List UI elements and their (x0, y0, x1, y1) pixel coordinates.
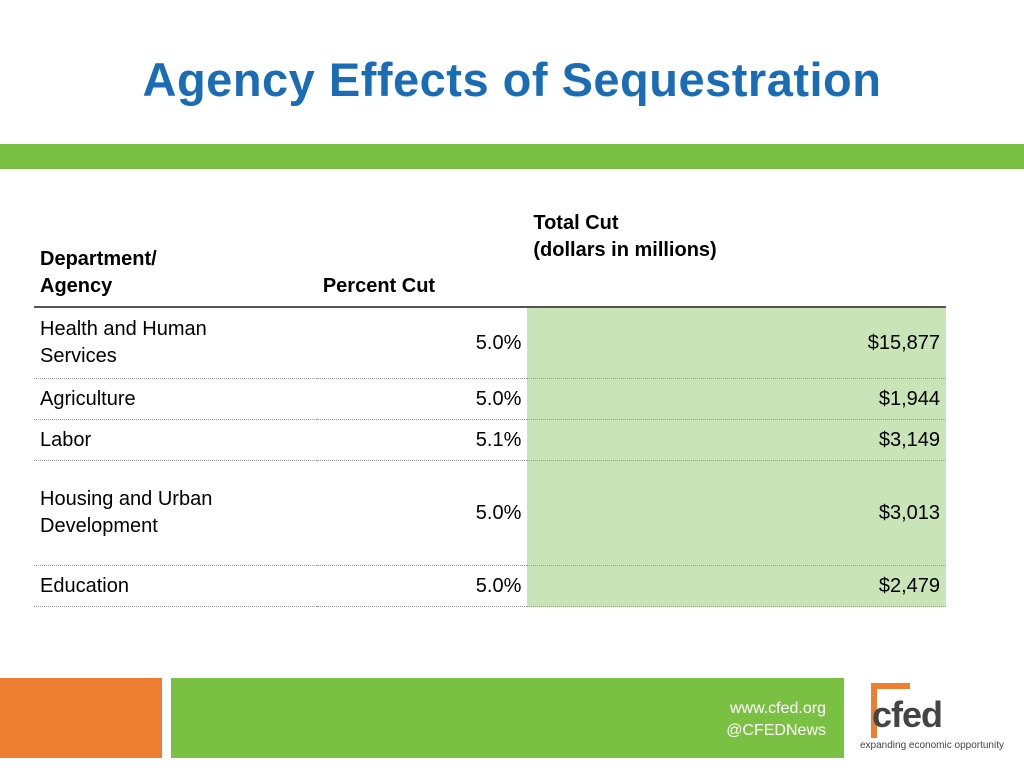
header-department-line1: Department/ (40, 248, 157, 270)
dept-line2: Development (40, 515, 158, 537)
dept-cell: Agriculture (34, 378, 317, 420)
footer-twitter-handle[interactable]: @CFEDNews (726, 722, 826, 739)
dept-cell: Health and Human Services (34, 307, 317, 379)
header-department-line2: Agency (40, 275, 113, 297)
cfed-logo: cfed expanding economic opportunity (860, 680, 1020, 758)
total-cell: $3,013 (527, 460, 946, 566)
logo-tagline: expanding economic opportunity (860, 740, 1004, 751)
footer-orange-block (0, 678, 162, 758)
footer-contact: www.cfed.org @CFEDNews (726, 698, 826, 742)
footer-green-band: www.cfed.org @CFEDNews (171, 678, 844, 758)
total-cell: $1,944 (527, 378, 946, 420)
footer-website-link[interactable]: www.cfed.org (729, 700, 826, 717)
header-percent-cut: Percent Cut (316, 200, 528, 308)
total-cell: $3,149 (527, 419, 946, 461)
logo-wordmark: cfed (872, 694, 943, 735)
header-total-cut: Total Cut (dollars in millions) (527, 200, 946, 308)
table-row: Housing and Urban Development 5.0% $3,01… (34, 460, 946, 566)
table-row: Labor 5.1% $3,149 (34, 419, 946, 461)
table-row: Health and Human Services 5.0% $15,877 (34, 307, 946, 379)
slide-title: Agency Effects of Sequestration (142, 53, 882, 106)
dept-line1: Health and Human (40, 318, 207, 340)
percent-cell: 5.0% (316, 307, 528, 379)
percent-cell: 5.0% (316, 565, 528, 607)
header-total-line1: Total Cut (533, 212, 619, 234)
dept-cell: Housing and Urban Development (34, 460, 317, 566)
table-header-row: Department/ Agency Percent Cut Total Cut… (34, 200, 946, 308)
percent-cell: 5.1% (316, 419, 528, 461)
dept-cell: Labor (34, 419, 317, 461)
dept-line1: Housing and Urban (40, 488, 213, 510)
table-row: Education 5.0% $2,479 (34, 565, 946, 607)
logo-bracket-icon (871, 683, 910, 738)
header-department: Department/ Agency (34, 200, 317, 308)
header-total-line2: (dollars in millions) (533, 239, 717, 261)
total-cell: $2,479 (527, 565, 946, 607)
sequestration-table: Department/ Agency Percent Cut Total Cut… (34, 200, 946, 607)
percent-cell: 5.0% (316, 460, 528, 566)
percent-cell: 5.0% (316, 378, 528, 420)
table-row: Agriculture 5.0% $1,944 (34, 378, 946, 420)
total-cell: $15,877 (527, 307, 946, 379)
title-divider-band (0, 144, 1024, 169)
dept-line2: Services (40, 345, 117, 367)
dept-cell: Education (34, 565, 317, 607)
